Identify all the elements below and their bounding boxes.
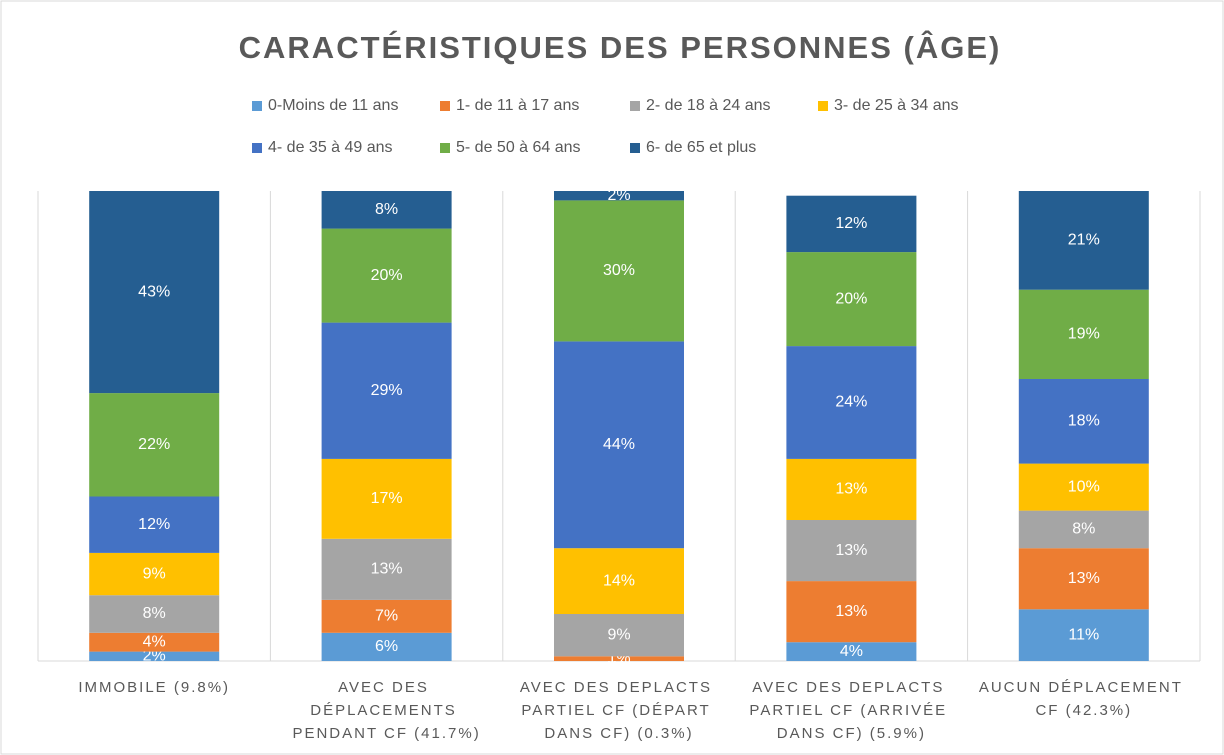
bar-segment [321, 322, 452, 459]
value-label: 12% [138, 516, 170, 533]
legend-label: 3- de 25 à 34 ans [834, 97, 959, 114]
legend-label: 0-Moins de 11 ans [268, 97, 398, 114]
value-label: 11% [1068, 626, 1099, 643]
bar-segment [89, 595, 220, 633]
bar-segment [786, 642, 917, 661]
legend-swatch [630, 101, 640, 111]
bar-segment [786, 581, 917, 643]
value-label: 8% [143, 605, 166, 622]
bar-segment [1018, 609, 1149, 661]
value-label: 12% [835, 215, 867, 232]
bar-segment [1018, 548, 1149, 610]
bar-segment [786, 195, 917, 253]
bar-segment [786, 346, 917, 459]
value-label: 13% [1068, 570, 1100, 587]
x-tick-label: AVEC DES DEPLACTS PARTIEL CF (DÉPART DAN… [520, 679, 718, 742]
bar-segment [786, 520, 917, 582]
value-label: 8% [375, 201, 398, 218]
bar-segment [321, 538, 452, 600]
value-label: 4% [840, 643, 863, 660]
bar-segment [554, 341, 684, 549]
bar-segment [89, 632, 220, 652]
value-label: 22% [138, 436, 170, 453]
value-label: 8% [1072, 521, 1095, 538]
legend-swatch [252, 143, 262, 153]
value-label: 18% [1068, 413, 1100, 430]
legend-label: 2- de 18 à 24 ans [646, 97, 771, 114]
bar-segment [554, 548, 684, 614]
value-label: 17% [371, 490, 403, 507]
value-label: 20% [835, 290, 867, 307]
bar-segment [554, 191, 684, 201]
value-label: 7% [375, 608, 398, 625]
bar-segment [1018, 510, 1149, 549]
value-label: 13% [835, 603, 867, 620]
chart-title: CARACTÉRISTIQUES DES PERSONNES (ÂGE) [239, 29, 1002, 65]
value-label: 14% [603, 572, 635, 589]
bar-segment [1018, 379, 1149, 464]
bar-segment [89, 393, 220, 497]
value-label: 13% [371, 561, 403, 578]
bar-segment [786, 458, 917, 520]
legend-label: 1- de 11 à 17 ans [456, 97, 579, 114]
bar-segment [321, 228, 452, 323]
legend-label: 5- de 50 à 64 ans [456, 139, 581, 156]
value-label: 21% [1068, 232, 1100, 249]
legend-swatch [440, 143, 450, 153]
value-label: 29% [371, 382, 403, 399]
value-label: 43% [138, 283, 170, 300]
bar-segment [786, 252, 917, 347]
value-label: 2% [607, 187, 630, 204]
bar-segment [89, 191, 220, 394]
bar-segment [321, 632, 452, 661]
x-tick-label: AVEC DES DÉPLACEMENTS PENDANT CF (41.7%) [292, 679, 480, 742]
legend-label: 6- de 65 et plus [646, 139, 756, 156]
value-label: 44% [603, 436, 635, 453]
bar-segment [89, 496, 220, 553]
bar-segment [554, 200, 684, 342]
value-label: 24% [835, 394, 867, 411]
bar-segment [1018, 289, 1149, 379]
x-tick-label: IMMOBILE (9.8%) [78, 679, 230, 696]
bar-segment [1018, 191, 1149, 290]
bar-segment [321, 458, 452, 539]
value-label: 20% [371, 267, 403, 284]
legend-swatch [818, 101, 828, 111]
bar-segment [554, 656, 684, 661]
value-label: 9% [607, 626, 630, 643]
value-label: 6% [375, 638, 398, 655]
legend-label: 4- de 35 à 49 ans [268, 139, 393, 156]
x-tick-label: AVEC DES DEPLACTS PARTIEL CF (ARRIVÉE DA… [749, 679, 953, 742]
bar-segment [554, 614, 684, 657]
bar-segment [89, 651, 220, 661]
bar-segment [1018, 463, 1149, 511]
legend-swatch [440, 101, 450, 111]
value-label: 9% [143, 565, 166, 582]
value-label: 30% [603, 262, 635, 279]
legend-swatch [630, 143, 640, 153]
bar-segment [89, 552, 220, 596]
value-label: 13% [835, 542, 867, 559]
value-label: 2% [143, 648, 166, 665]
bar-segment [321, 599, 452, 633]
bar-segment [321, 191, 452, 229]
x-tick-label: AUCUN DÉPLACEMENT CF (42.3%) [979, 679, 1189, 719]
legend-swatch [252, 101, 262, 111]
value-label: 10% [1068, 478, 1100, 495]
value-label: 13% [835, 481, 867, 498]
value-label: 4% [143, 633, 166, 650]
value-label: 19% [1068, 326, 1100, 343]
